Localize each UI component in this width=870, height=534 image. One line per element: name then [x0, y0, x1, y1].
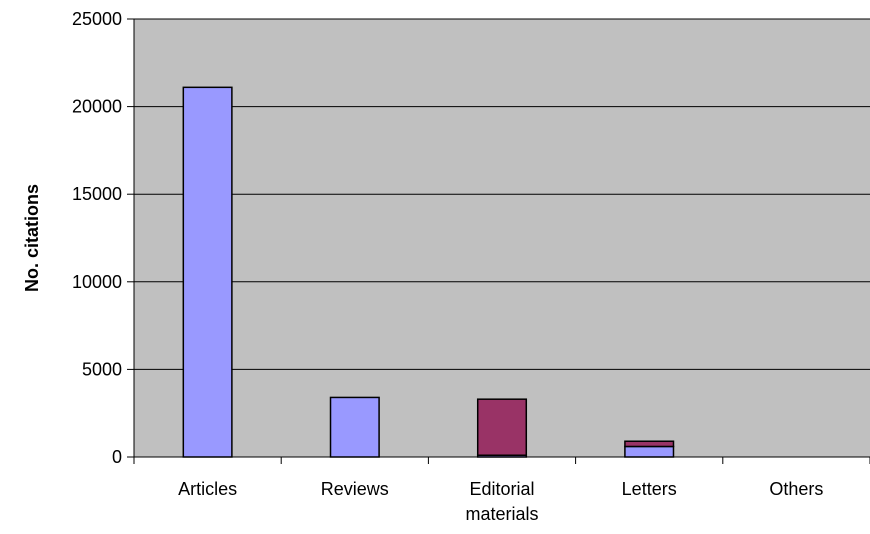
tick-labels: 0 5000 10000 15000 20000 25000 Articles Reviews…: [72, 9, 823, 524]
y-tick-label: 10000: [72, 272, 122, 292]
x-tick-label: Others: [769, 479, 823, 499]
bars: [182, 86, 675, 458]
x-tick-label: Letters: [622, 479, 677, 499]
bar: [624, 445, 675, 458]
x-tick-label: Articles: [178, 479, 237, 499]
x-tick-label: Editorial: [469, 479, 534, 499]
bar: [476, 398, 528, 456]
y-tick-label: 25000: [72, 9, 122, 29]
axes: [127, 18, 870, 464]
bar: [624, 440, 675, 448]
y-axis-title: No. citations: [22, 184, 42, 292]
x-tick-label: Reviews: [321, 479, 389, 499]
plot-area: [134, 19, 870, 457]
y-tick-label: 5000: [82, 359, 122, 379]
x-tick-label: materials: [465, 504, 538, 524]
bar: [329, 396, 380, 458]
bar: [182, 86, 233, 458]
y-tick-label: 20000: [72, 97, 122, 117]
y-tick-label: 15000: [72, 184, 122, 204]
y-tick-label: 0: [112, 447, 122, 467]
